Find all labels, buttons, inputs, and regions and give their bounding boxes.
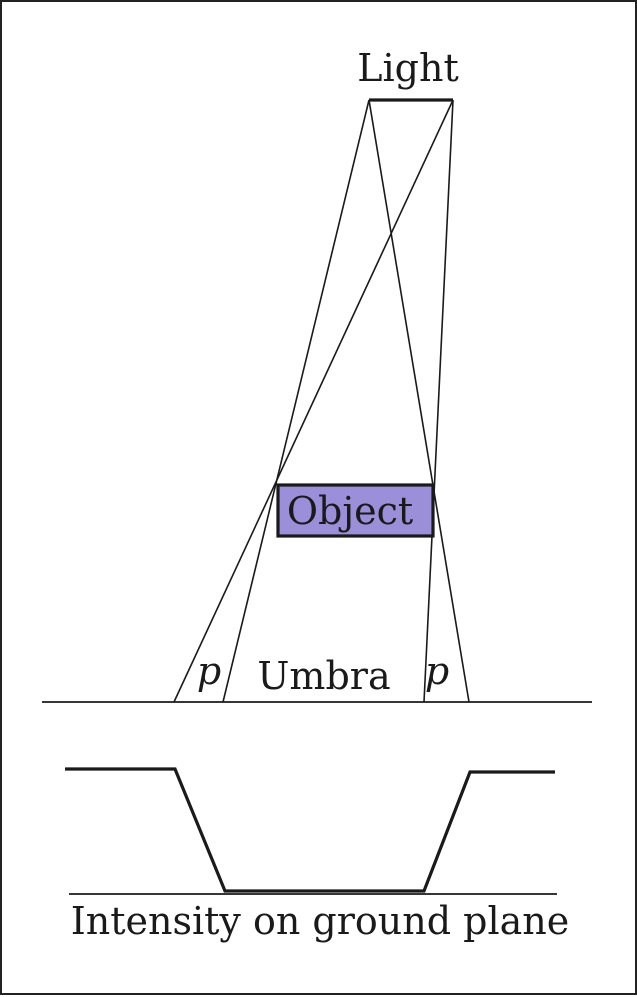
intensity-caption: Intensity on ground plane [71,899,569,943]
penumbra-right-label: p [425,649,449,693]
object-box [276,483,435,538]
ray-left-penumbra-edge [173,99,454,703]
ray-left-umbra-edge [222,99,370,703]
light-label: Light [357,46,458,90]
ray-right-umbra-edge [423,99,454,703]
object-label: Object [287,489,413,533]
umbra-label: Umbra [257,654,390,698]
penumbra-left-label: p [197,649,221,693]
ray-right-penumbra-edge [368,99,470,703]
intensity-profile-curve [65,767,555,893]
